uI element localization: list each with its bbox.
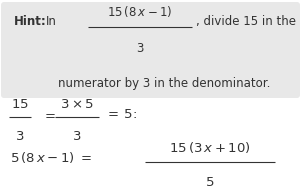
- Text: $5\,(8\,x-1)\;=$: $5\,(8\,x-1)\;=$: [10, 150, 92, 165]
- Text: $=$: $=$: [42, 108, 56, 121]
- Text: $3$: $3$: [136, 42, 144, 55]
- Text: $3$: $3$: [72, 130, 82, 143]
- Text: $15\,(8\,x-1)$: $15\,(8\,x-1)$: [107, 4, 173, 19]
- Text: $15\,(3\,x+10)$: $15\,(3\,x+10)$: [169, 140, 251, 155]
- Text: $5$: $5$: [205, 176, 215, 189]
- Text: $3\times5$: $3\times5$: [60, 98, 94, 111]
- Text: Hint:: Hint:: [14, 15, 47, 28]
- Text: , divide 15 in the: , divide 15 in the: [196, 15, 296, 28]
- Text: In: In: [46, 15, 57, 28]
- Text: $=\,5\!:$: $=\,5\!:$: [105, 108, 137, 121]
- FancyBboxPatch shape: [1, 2, 300, 98]
- Text: $15$: $15$: [11, 98, 29, 111]
- Text: $3$: $3$: [15, 130, 25, 143]
- Text: numerator by 3 in the denominator.: numerator by 3 in the denominator.: [58, 77, 270, 90]
